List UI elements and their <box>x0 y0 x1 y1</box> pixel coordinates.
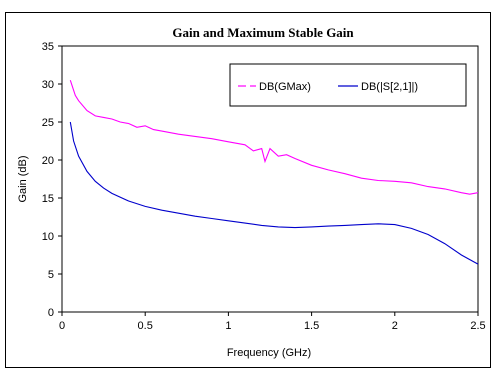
legend-label-gmax: DB(GMax) <box>259 81 311 93</box>
x-tick-label: 2 <box>392 320 398 332</box>
y-axis-label: Gain (dB) <box>17 155 29 202</box>
y-tick-label: 5 <box>48 269 54 281</box>
y-tick-label: 25 <box>42 117 54 129</box>
y-axis: 0 5 10 15 20 25 30 35 <box>42 41 62 319</box>
x-tick-label: 0.5 <box>138 320 153 332</box>
y-tick-label: 15 <box>42 193 54 205</box>
legend-label-s21: DB(|S[2,1]|) <box>361 81 418 93</box>
legend-box <box>229 63 467 107</box>
series-line-gmax <box>69 80 479 195</box>
x-tick-label: 1 <box>225 320 231 332</box>
x-tick-label: 2.5 <box>470 320 485 332</box>
legend: DB(GMax) DB(|S[2,1]|) <box>229 63 467 107</box>
chart-title: Gain and Maximum Stable Gain <box>172 25 354 40</box>
series-line-s21 <box>69 121 479 265</box>
y-tick-label: 10 <box>42 231 54 243</box>
series-layer <box>69 80 479 265</box>
y-tick-label: 30 <box>42 79 54 91</box>
x-axis-label: Frequency (GHz) <box>227 347 311 359</box>
y-tick-label: 20 <box>42 155 54 167</box>
x-tick-label: 1.5 <box>304 320 319 332</box>
y-tick-label: 0 <box>48 307 54 319</box>
y-tick-label: 35 <box>42 41 54 53</box>
x-axis: 0 0.5 1 1.5 2 2.5 <box>59 312 486 332</box>
plot-area <box>61 45 479 313</box>
x-tick-label: 0 <box>59 320 65 332</box>
